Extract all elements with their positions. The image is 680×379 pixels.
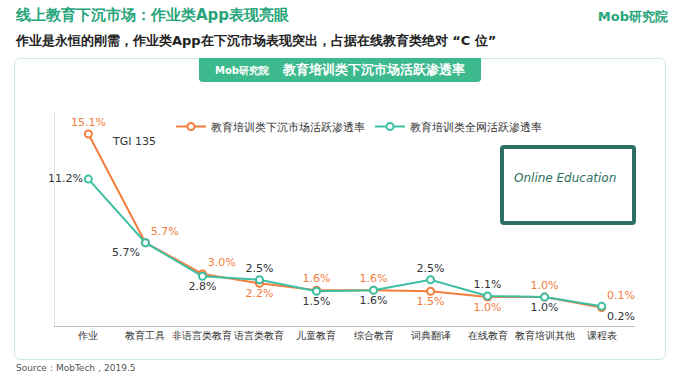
svg-text:1.5%: 1.5% — [303, 295, 331, 308]
svg-text:教育培训类下沉市场活跃渗透率: 教育培训类下沉市场活跃渗透率 — [211, 121, 365, 134]
svg-text:教育培训类全网活跃渗透率: 教育培训类全网活跃渗透率 — [410, 121, 542, 134]
svg-text:非语言类教育: 非语言类教育 — [172, 330, 232, 341]
svg-text:语言类教育: 语言类教育 — [234, 330, 284, 341]
svg-text:课程表: 课程表 — [587, 330, 617, 341]
html-text:Online Education: Online Education — [514, 171, 617, 185]
html-text:Source：MobTech，2019.5: Source：MobTech，2019.5 — [16, 363, 136, 373]
svg-text:2.8%: 2.8% — [188, 280, 216, 293]
svg-text:11.2%: 11.2% — [48, 172, 83, 185]
svg-text:5.7%: 5.7% — [112, 246, 140, 259]
svg-text:2.5%: 2.5% — [245, 262, 273, 275]
html-text:教育培训类下沉市场活跃渗透率: 教育培训类下沉市场活跃渗透率 — [283, 62, 465, 77]
svg-text:1.0%: 1.0% — [474, 301, 502, 314]
html-text:作业是永恒的刚需，作业类App在下沉市场表现突出，占据在线教: 作业是永恒的刚需，作业类App在下沉市场表现突出，占据在线教育类绝对 “C 位” — [16, 33, 497, 48]
svg-text:0.1%: 0.1% — [607, 289, 635, 302]
svg-text:词典翻译: 词典翻译 — [411, 330, 451, 341]
svg-text:综合教育: 综合教育 — [354, 330, 394, 341]
svg-text:0.2%: 0.2% — [607, 310, 635, 323]
svg-text:1.0%: 1.0% — [531, 301, 559, 314]
svg-text:1.1%: 1.1% — [474, 278, 502, 291]
svg-text:教育培训其他: 教育培训其他 — [515, 330, 575, 341]
svg-text:1.6%: 1.6% — [360, 294, 388, 307]
svg-text:1.6%: 1.6% — [360, 272, 388, 285]
svg-text:TGI 135: TGI 135 — [112, 135, 156, 148]
svg-text:2.2%: 2.2% — [245, 287, 273, 300]
html-text:线上教育下沉市场：作业类App表现亮眼: 线上教育下沉市场：作业类App表现亮眼 — [16, 6, 290, 24]
svg-text:2.5%: 2.5% — [417, 262, 445, 275]
svg-text:1.5%: 1.5% — [417, 295, 445, 308]
html-text:Mob研究院: Mob研究院 — [215, 65, 269, 76]
svg-text:教育工具: 教育工具 — [125, 330, 165, 341]
svg-text:1.6%: 1.6% — [303, 272, 331, 285]
svg-text:1.0%: 1.0% — [531, 279, 559, 292]
svg-text:作业: 作业 — [77, 330, 98, 341]
svg-text:儿童教育: 儿童教育 — [296, 330, 336, 341]
html-text:Mob研究院: Mob研究院 — [597, 9, 668, 24]
svg-text:5.7%: 5.7% — [151, 225, 179, 238]
svg-text:15.1%: 15.1% — [71, 116, 106, 129]
svg-text:3.0%: 3.0% — [208, 256, 236, 269]
svg-text:在线教育: 在线教育 — [468, 330, 508, 341]
